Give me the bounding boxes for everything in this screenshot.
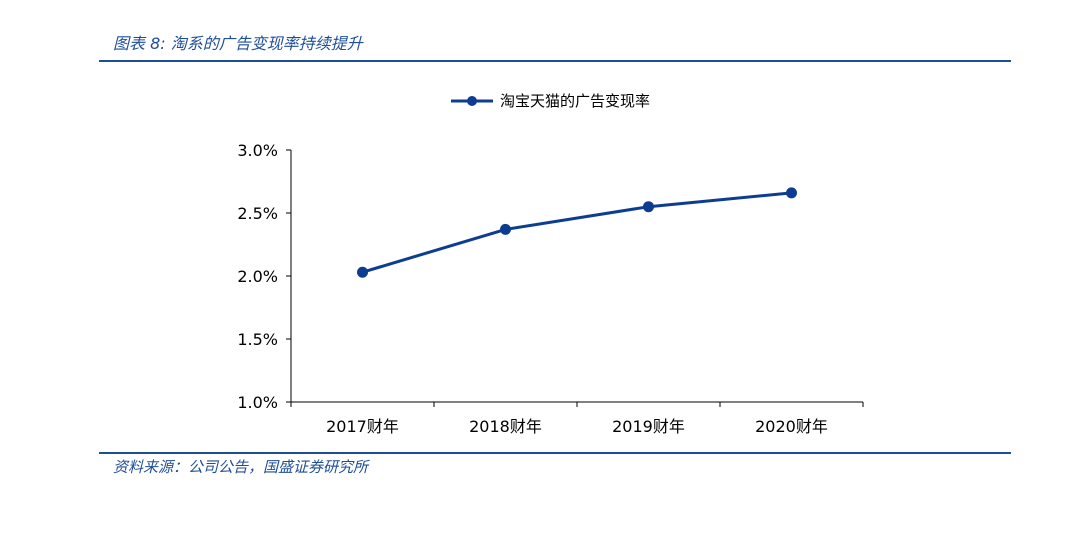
y-tick-label: 3.0% bbox=[237, 141, 278, 160]
bottom-divider bbox=[99, 452, 1011, 454]
y-tick-label: 2.0% bbox=[237, 267, 278, 286]
x-tick-label: 2017财年 bbox=[326, 417, 399, 436]
chart-legend: 淘宝天猫的广告变现率 bbox=[451, 92, 650, 110]
x-axis: 2017财年 2018财年 2019财年 2020财年 bbox=[290, 402, 864, 436]
y-tick-label: 1.0% bbox=[237, 393, 278, 412]
y-axis: 3.0% 2.5% 2.0% 1.5% 1.0% bbox=[237, 141, 291, 412]
series-group bbox=[357, 187, 797, 278]
series-line bbox=[362, 191, 792, 274]
data-point bbox=[643, 201, 654, 213]
data-point bbox=[357, 266, 368, 278]
source-note: 资料来源：公司公告，国盛证券研究所 bbox=[113, 458, 369, 476]
data-point bbox=[786, 187, 797, 199]
x-tick-label: 2018财年 bbox=[469, 417, 542, 436]
figure-caption: 图表 8: 淘系的广告变现率持续提升 bbox=[113, 34, 363, 53]
legend-label: 淘宝天猫的广告变现率 bbox=[500, 92, 650, 110]
y-tick-label: 2.5% bbox=[237, 204, 278, 223]
x-tick-label: 2019财年 bbox=[612, 417, 685, 436]
x-tick-label: 2020财年 bbox=[755, 417, 828, 436]
top-divider bbox=[99, 60, 1011, 62]
y-tick-label: 1.5% bbox=[237, 330, 278, 349]
data-point bbox=[500, 223, 511, 235]
legend-point-marker bbox=[467, 96, 477, 106]
